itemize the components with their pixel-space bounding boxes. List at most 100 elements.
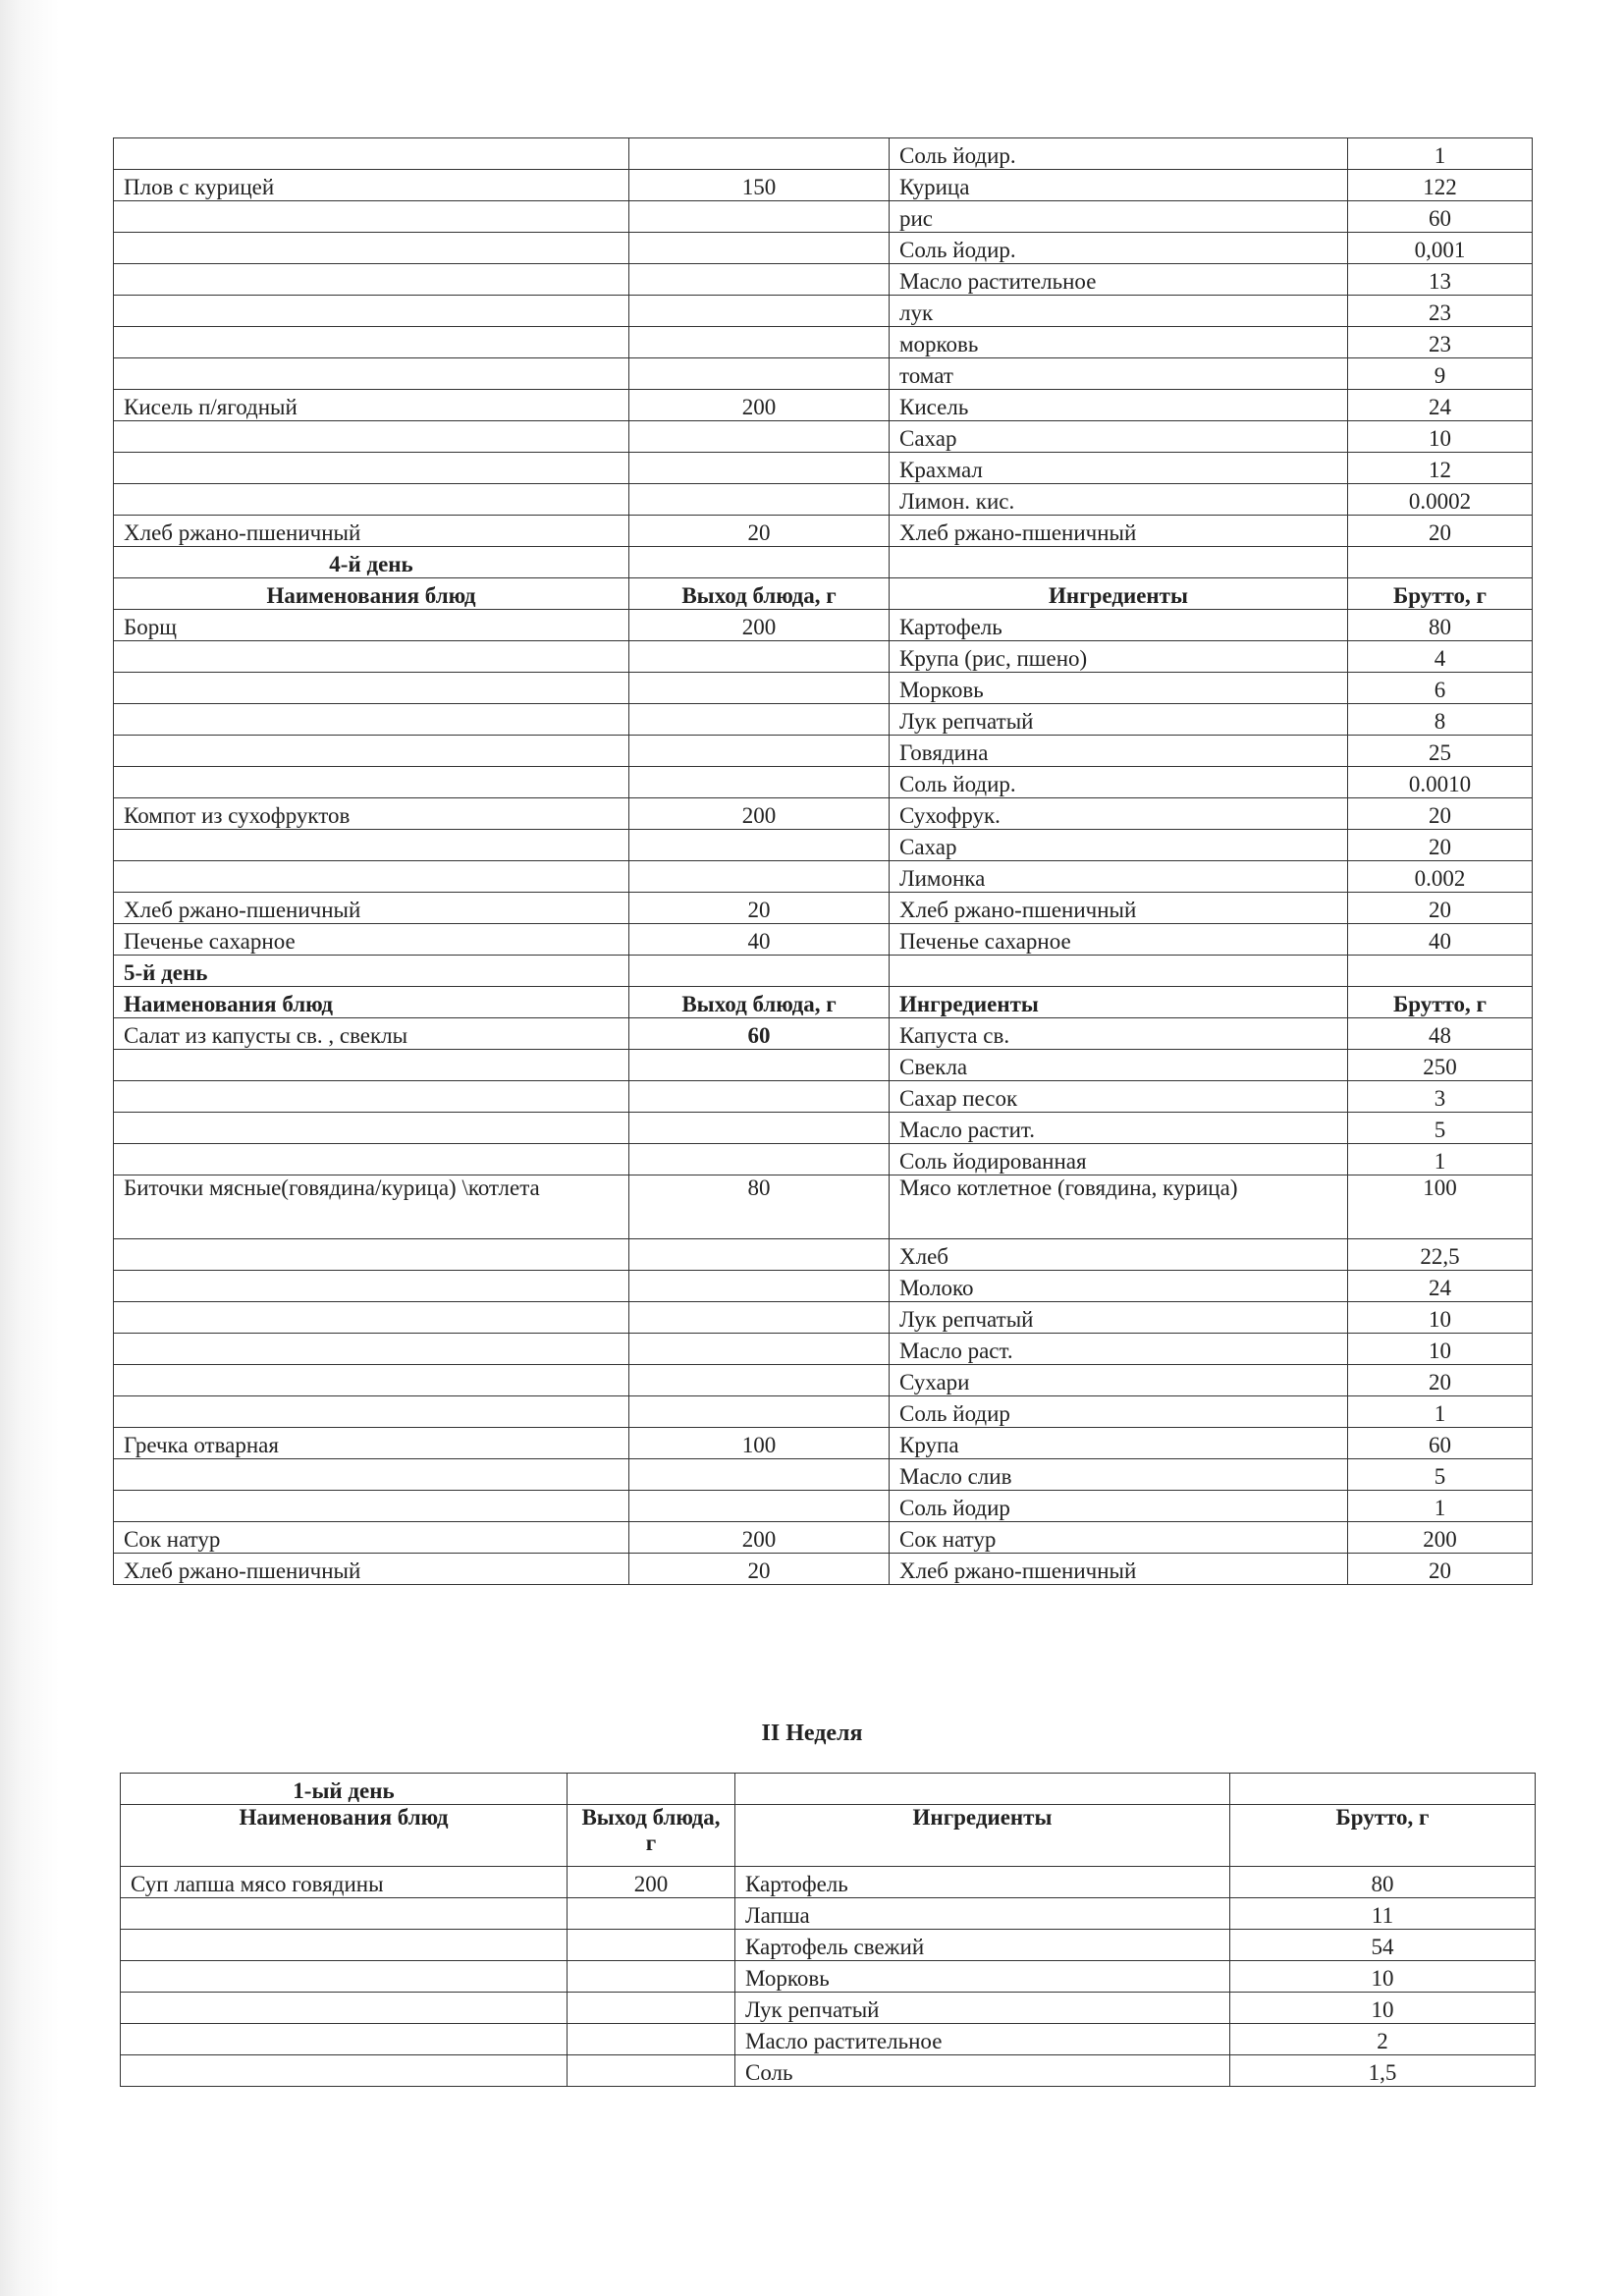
dish-name-cell [120,1960,568,1993]
week-title: II Неделя [761,1721,863,1746]
brutto-cell: 25 [1347,735,1533,767]
dish-yield-cell: 40 [628,923,890,956]
table-row: Масло растительное 2 [120,2023,1536,2055]
dish-name-cell: Салат из капусты св. , свеклы [113,1017,629,1050]
dish-yield-cell: 60 [628,1017,890,1050]
dish-yield-cell [628,1080,890,1113]
ingredient-cell: Свекла [889,1049,1348,1081]
ingredient-cell: Молоко [889,1270,1348,1302]
dish-name-cell: Компот из сухофруктов [113,797,629,830]
brutto-cell: 1 [1347,1490,1533,1522]
ingredient-cell: Крупа (рис, пшено) [889,640,1348,673]
ingredient-cell: Хлеб ржано-пшеничный [889,515,1348,547]
header-row: Наименования блюд Выход блюда, г Ингредиен… [120,1804,1536,1867]
dish-yield-cell [628,232,890,264]
brutto-cell: 23 [1347,326,1533,358]
dish-yield-cell [628,326,890,358]
ingredient-cell: Соль йодир. [889,766,1348,798]
table-row: Кисель п/ягодный 200 Кисель 24 [113,389,1533,421]
dish-yield-cell [628,1143,890,1175]
brutto-cell: 20 [1347,892,1533,924]
table-row: Сахар 10 [113,420,1533,453]
brutto-cell: 54 [1229,1929,1536,1961]
brutto-cell: 80 [1229,1866,1536,1898]
ingredient-cell: лук [889,295,1348,327]
brutto-cell: 60 [1347,1427,1533,1459]
table-row: Соль йодир 1 [113,1395,1533,1428]
brutto-cell: 0,001 [1347,232,1533,264]
week1-menu-table: Соль йодир. 1 Плов с курицей 150 Курица 122 ри… [113,137,1533,1585]
ingredient-cell: Масло раст. [889,1333,1348,1365]
ingredient-cell: Масло растительное [889,263,1348,296]
ingredient-cell: Соль [734,2054,1230,2087]
ingredient-cell: Печенье сахарное [889,923,1348,956]
dish-yield-cell [628,1301,890,1334]
brutto-cell: 1 [1347,1143,1533,1175]
ingredient-cell: Соль йодир [889,1490,1348,1522]
dish-yield-cell: 200 [628,389,890,421]
dish-yield-cell: 100 [628,1427,890,1459]
brutto-cell: 20 [1347,1553,1533,1585]
dish-name-cell [113,1333,629,1365]
brutto-cell: 6 [1347,672,1533,704]
table-row: Биточки мясные(говядина/курица) \котлета… [113,1175,1533,1239]
header-ingredient-cell: Ингредиенты [889,577,1348,610]
dish-name-cell: Хлеб ржано-пшеничный [113,1553,629,1585]
dish-yield-cell [628,1395,890,1428]
brutto-cell: 20 [1347,515,1533,547]
ingredient-cell: Масло слив [889,1458,1348,1491]
ingredient-cell: Говядина [889,735,1348,767]
ingredient-cell: Морковь [889,672,1348,704]
dish-yield-cell [628,640,890,673]
brutto-cell: 250 [1347,1049,1533,1081]
brutto-cell [1347,546,1533,578]
dish-name-cell [120,1897,568,1930]
brutto-cell: 22,5 [1347,1238,1533,1271]
ingredient-cell: Картофель свежий [734,1929,1230,1961]
brutto-cell: 5 [1347,1112,1533,1144]
header-dish-yield-cell: Выход блюда, г [567,1804,735,1867]
table-row: Борщ 200 Картофель 80 [113,609,1533,641]
dish-name-cell [120,2023,568,2055]
ingredient-cell [889,546,1348,578]
dish-name-cell [113,1112,629,1144]
dish-yield-cell [567,2054,735,2087]
ingredient-cell: Крахмал [889,452,1348,484]
brutto-cell: 0.002 [1347,860,1533,893]
ingredient-cell: Соль йодир [889,1395,1348,1428]
ingredient-cell: Кисель [889,389,1348,421]
dish-yield-cell [628,735,890,767]
dish-yield-cell [628,1049,890,1081]
table-row: Говядина 25 [113,735,1533,767]
ingredient-cell: Масло растит. [889,1112,1348,1144]
ingredient-cell: Сахар [889,829,1348,861]
brutto-cell [1347,955,1533,987]
dish-yield-cell [628,295,890,327]
header-row: Наименования блюд Выход блюда, г Ингредиен… [113,986,1533,1018]
dish-name-cell [120,1929,568,1961]
dish-yield-cell [567,1929,735,1961]
ingredient-cell: Сахар песок [889,1080,1348,1113]
table-row: Салат из капусты св. , свеклы 60 Капуста с… [113,1017,1533,1050]
ingredient-cell: Картофель [889,609,1348,641]
table-row: Хлеб ржано-пшеничный 20 Хлеб ржано-пшеничн… [113,515,1533,547]
ingredient-cell: Капуста св. [889,1017,1348,1050]
table-row: Хлеб ржано-пшеничный 20 Хлеб ржано-пшеничн… [113,892,1533,924]
dish-name-cell [113,1049,629,1081]
week2-menu-table: 1-ый день Наименования блюд Выход блюда, г… [120,1773,1536,2087]
brutto-cell: 20 [1347,797,1533,830]
brutto-cell: 1 [1347,137,1533,170]
dish-name-cell [113,1458,629,1491]
dish-yield-cell: 200 [628,1521,890,1554]
table-row: Лук репчатый 10 [120,1992,1536,2024]
ingredient-cell [889,955,1348,987]
dish-name-cell: Сок натур [113,1521,629,1554]
ingredient-cell: Сухари [889,1364,1348,1396]
day-row: 4-й день [113,546,1533,578]
dish-name-cell: 1-ый день [120,1773,568,1805]
dish-name-cell: Хлеб ржано-пшеничный [113,515,629,547]
table-row: лук 23 [113,295,1533,327]
dish-name-cell [113,232,629,264]
dish-yield-cell [628,1112,890,1144]
ingredient-cell: рис [889,200,1348,233]
